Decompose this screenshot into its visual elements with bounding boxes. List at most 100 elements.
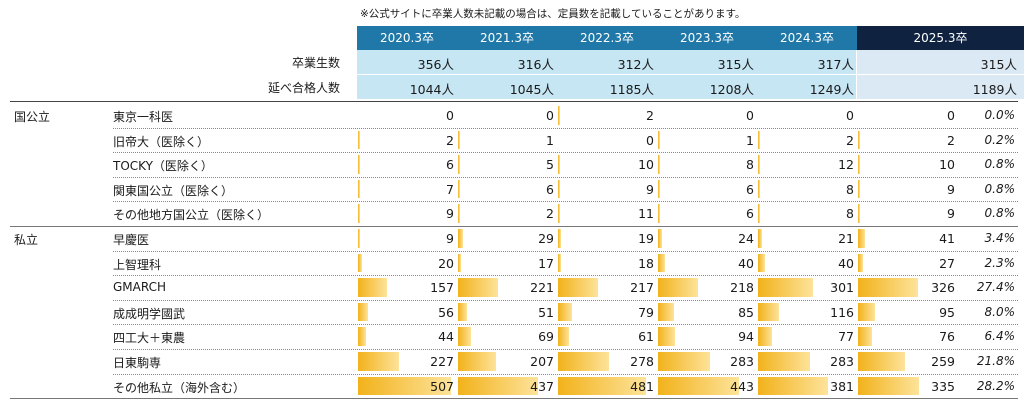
graduates-value: 317人 [817,57,854,72]
passers-value: 1208人 [709,82,754,97]
row-label: TOCKY（医除く） [113,159,213,174]
value-bar [858,376,920,396]
value-bar [358,130,360,150]
row-percent: 0.0% [984,108,1016,122]
row-value: 8 [846,181,854,197]
year-header: 2020.3卒 [357,26,457,50]
value-bar [458,302,468,322]
row-label: 成成明学國武 [113,306,186,321]
row-value: 443 [730,378,754,394]
row-label: 東京一科医 [113,110,174,124]
value-bar [658,253,666,273]
row-value: 21 [838,231,854,246]
row-percent: 0.8% [984,181,1016,196]
value-bar [558,278,598,297]
row-value: 278 [630,354,654,369]
value-bar [658,302,674,322]
row-label: 上智理科 [113,257,162,272]
year-header: 2024.3卒 [757,26,857,50]
row-value: 0 [646,132,654,148]
value-bar [758,229,762,248]
value-bar [758,253,766,273]
value-bar [858,179,860,199]
row-divider [10,226,1018,227]
value-bar [758,327,773,346]
graduates-value: 316人 [517,57,554,72]
value-bar [558,229,562,248]
value-bar [658,155,660,174]
year-header: 2021.3卒 [457,26,557,50]
value-bar [458,130,460,150]
value-bar [558,376,646,396]
value-bar [458,253,462,273]
row-value: 221 [530,280,554,296]
row-value: 8 [846,206,854,222]
row-value: 9 [646,181,654,197]
value-bar [358,352,400,371]
value-bar [758,155,761,174]
passers-value: 1189人 [972,82,1017,97]
graduates-value: 315人 [717,57,754,72]
value-bar [858,352,906,371]
row-value: 507 [430,378,454,394]
value-bar [358,253,362,273]
value-bar [858,302,876,322]
row-value: 335 [931,378,955,394]
value-bar [558,327,570,346]
row-divider [10,398,1018,400]
value-bar [658,278,698,297]
row-value: 41 [939,231,955,246]
year-header: 2023.3卒 [657,26,757,50]
row-label: その他私立（海外含む） [113,380,246,395]
value-bar [658,376,739,396]
row-percent: 0.8% [984,157,1016,172]
value-bar [558,253,562,273]
row-divider [113,250,1018,252]
row-divider [113,275,1018,277]
row-value: 301 [830,280,854,296]
row-value: 283 [730,354,754,369]
row-value: 20 [438,255,454,271]
value-bar [458,327,471,346]
row-value: 2 [446,132,454,148]
graduates-value: 312人 [617,57,654,72]
row-label: 関東国公立（医除く） [113,183,234,198]
year-header: 2025.3卒 [857,26,1024,50]
summary-band-current [857,75,1024,99]
row-divider [113,127,1018,129]
row-value: 0 [947,108,955,123]
row-value: 218 [730,280,754,296]
value-bar [358,155,360,174]
row-value: 12 [838,157,854,173]
value-bar [758,352,810,371]
row-divider [113,299,1018,301]
year-header: 2022.3卒 [557,26,657,50]
row-label: 早慶医 [113,233,150,247]
row-value: 77 [838,329,854,345]
summary-band-current [857,50,1024,74]
value-bar [358,204,360,223]
footnote: ※公式サイトに卒業人数未記載の場合は、定員数を記載していることがあります。 [360,8,746,20]
value-bar [458,179,460,199]
row-value: 2 [546,206,554,222]
value-bar [558,352,609,371]
passers-value: 1045人 [509,82,554,97]
row-divider [113,152,1018,154]
row-divider [113,176,1018,178]
row-value: 24 [738,231,754,246]
row-value: 10 [939,157,955,173]
value-bar [758,204,760,223]
value-bar [458,229,464,248]
value-bar [458,352,496,371]
row-value: 9 [446,206,454,222]
row-value: 11 [638,206,654,222]
row-value: 94 [738,329,754,345]
passers-value: 1185人 [609,82,654,97]
row-percent: 6.4% [984,329,1016,344]
value-bar [358,376,451,396]
row-value: 157 [430,280,454,296]
value-bar [558,302,573,322]
value-bar [658,352,710,371]
row-percent: 0.2% [984,132,1016,147]
value-bar [658,229,663,248]
